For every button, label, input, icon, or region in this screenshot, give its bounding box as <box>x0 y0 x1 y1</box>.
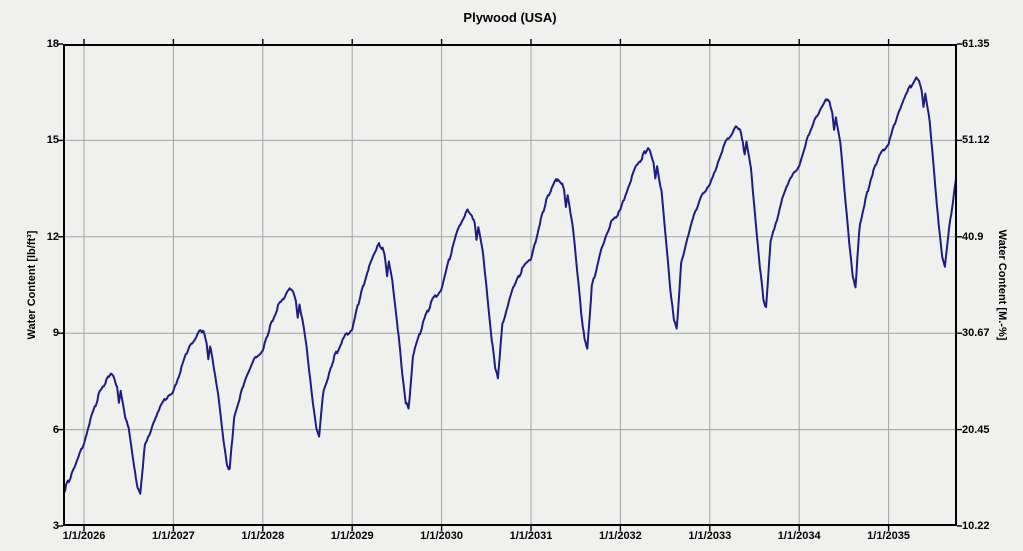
x-tick-label: 1/1/2032 <box>598 530 642 542</box>
y-right-tick-label: 61.35 <box>962 38 990 50</box>
data-line <box>63 76 957 495</box>
x-tick-label: 1/1/2027 <box>151 530 195 542</box>
y-left-tick-label: 12 <box>46 230 59 243</box>
y-right-tick-label: 10.22 <box>962 520 990 532</box>
y-right-tick-label: 51.12 <box>962 134 990 147</box>
y-axis-label-left: Water Content [lb/ft³] <box>26 230 38 340</box>
plot-border <box>63 44 957 526</box>
chart-title: Plywood (USA) <box>463 10 557 25</box>
x-tick-label: 1/1/2031 <box>509 530 553 542</box>
gridlines <box>63 44 957 526</box>
x-tick-label: 1/1/2028 <box>241 530 285 542</box>
x-tick-label: 1/1/2033 <box>688 530 732 542</box>
axis-ticks <box>58 39 962 531</box>
x-tick-label: 1/1/2030 <box>420 530 464 542</box>
y-left-tick-label: 6 <box>52 423 59 436</box>
y-right-tick-label: 30.67 <box>962 327 990 340</box>
y-left-tick-label: 18 <box>46 38 59 50</box>
y-axis-label-right: Water Content [M.-%] <box>996 229 1008 341</box>
x-tick-label: 1/1/2034 <box>777 530 821 542</box>
y-left-tick-label: 15 <box>46 134 59 147</box>
y-right-tick-label: 20.45 <box>962 423 990 436</box>
x-tick-label: 1/1/2029 <box>330 530 374 542</box>
y-left-tick-label: 9 <box>52 327 59 340</box>
y-left-tick-label: 3 <box>52 520 59 532</box>
y-right-tick-label: 40.9 <box>962 230 984 243</box>
x-tick-label: 1/1/2035 <box>867 530 911 542</box>
x-tick-label: 1/1/2026 <box>62 530 106 542</box>
